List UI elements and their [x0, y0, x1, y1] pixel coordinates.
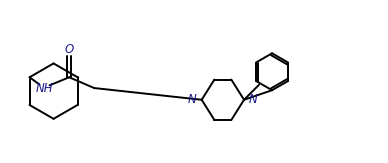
Text: O: O [64, 44, 74, 56]
Text: N: N [249, 93, 258, 106]
Text: NH: NH [35, 82, 53, 95]
Text: N: N [188, 93, 197, 106]
